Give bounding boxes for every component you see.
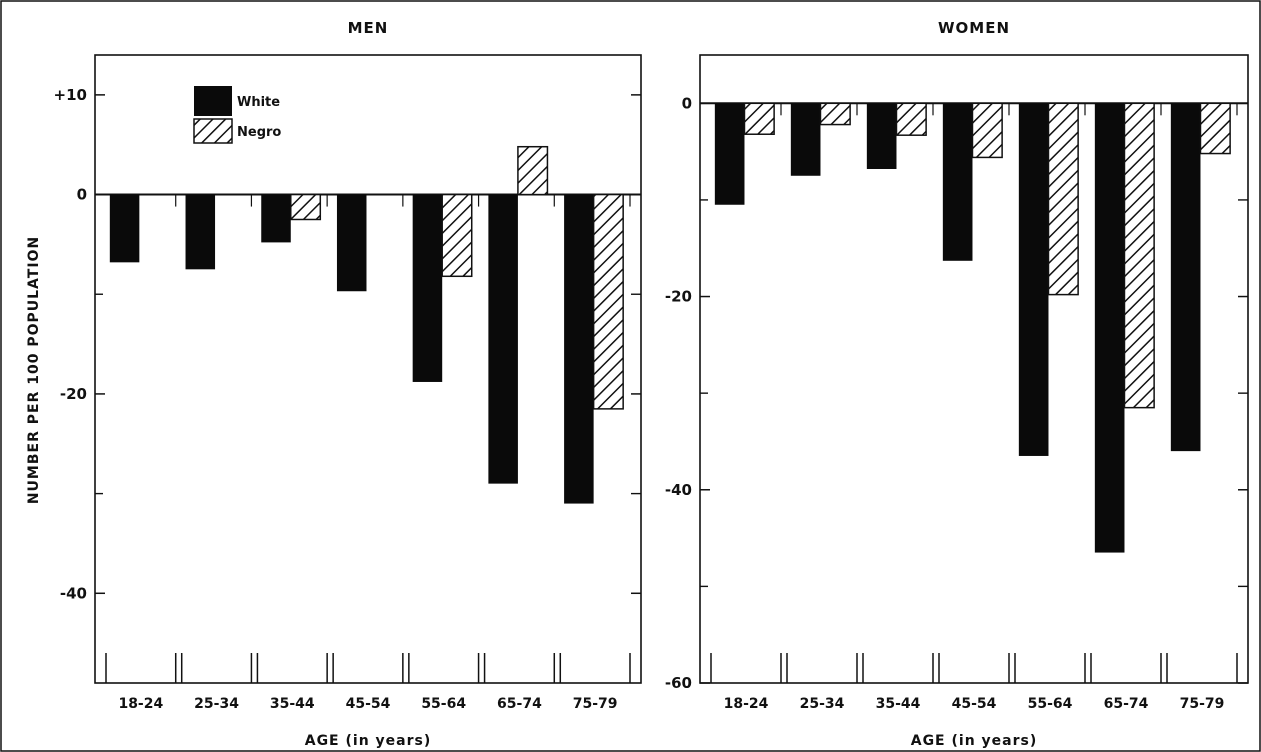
bar-negro-55-64 [1047,102,1079,296]
women-x-axis-title: AGE (in years) [911,733,1038,749]
category-label: 55-64 [1028,696,1073,712]
men-panel-title: MEN [348,19,389,37]
category-label: 18-24 [118,696,163,712]
y-tick-label: -40 [665,481,692,499]
men-category-labels: 18-24 25-34 35-44 45-54 55-64 65-74 75-79 [118,696,617,712]
category-label: 18-24 [724,696,769,712]
bar-white-18-24 [109,194,140,263]
category-label: 25-34 [194,696,239,712]
y-tick-label: -60 [665,674,692,692]
men-panel: MEN AGE (in years) +10 0 -20 -40 18-24 25-34… [54,19,642,749]
legend-white-swatch [194,86,232,116]
legend-negro-label: Negro [237,125,281,140]
bar-negro-35-44 [895,102,927,136]
bar-white-75-79 [1170,103,1201,452]
bar-negro-55-64 [441,193,473,278]
category-label: 65-74 [1104,696,1149,712]
bar-white-55-64 [1018,103,1049,456]
women-bars [700,102,1248,553]
men-y-ticks: +10 0 -20 -40 [54,86,641,602]
bar-white-45-54 [336,194,367,292]
y-axis-title: NUMBER PER 100 POPULATION [26,236,42,504]
legend-negro-swatch [193,118,233,144]
legend-white-label: White [237,95,280,110]
women-category-labels: 18-24 25-34 35-44 45-54 55-64 65-74 75-79 [724,696,1225,712]
bar-white-65-74 [1094,103,1125,553]
men-plot-frame [94,54,642,684]
men-bars [95,145,641,504]
y-tick-label: -20 [665,288,692,306]
bar-white-45-54 [942,103,973,261]
category-label: 35-44 [876,696,921,712]
category-label: 25-34 [800,696,845,712]
bar-negro-65-74 [1123,102,1155,409]
legend: White Negro [193,86,281,144]
bar-white-55-64 [412,194,443,382]
category-label: 45-54 [346,696,391,712]
category-label: 55-64 [421,696,466,712]
bar-negro-25-34 [819,102,851,126]
bar-white-35-44 [261,194,291,243]
men-x-axis-title: AGE (in years) [305,733,432,749]
women-panel: WOMEN AGE (in years) 0 -20 -40 -60 18-24 25-… [665,19,1249,749]
women-panel-title: WOMEN [938,19,1010,37]
category-label: 35-44 [270,696,315,712]
bar-white-35-44 [866,103,897,170]
bar-white-65-74 [488,194,518,484]
bar-white-18-24 [714,103,745,205]
y-tick-label: -20 [60,385,87,403]
y-tick-label: 0 [682,94,692,112]
category-label: 45-54 [952,696,997,712]
y-tick-label: +10 [54,86,87,104]
category-label: 75-79 [1180,696,1225,712]
bar-white-25-34 [185,194,216,270]
men-category-dividers [105,194,631,683]
category-label: 65-74 [497,696,542,712]
bar-negro-75-79 [592,193,624,410]
bar-negro-45-54 [971,102,1003,159]
category-label: 75-79 [573,696,618,712]
bar-negro-18-24 [743,102,775,135]
bar-negro-65-74 [517,145,549,196]
bar-negro-35-44 [290,193,322,221]
bar-white-75-79 [564,194,594,504]
y-tick-label: 0 [77,186,87,204]
women-category-dividers [710,103,1238,683]
bar-white-25-34 [790,103,821,176]
bar-negro-75-79 [1199,102,1231,155]
y-tick-label: -40 [60,584,87,602]
women-plot-frame [699,54,1249,684]
